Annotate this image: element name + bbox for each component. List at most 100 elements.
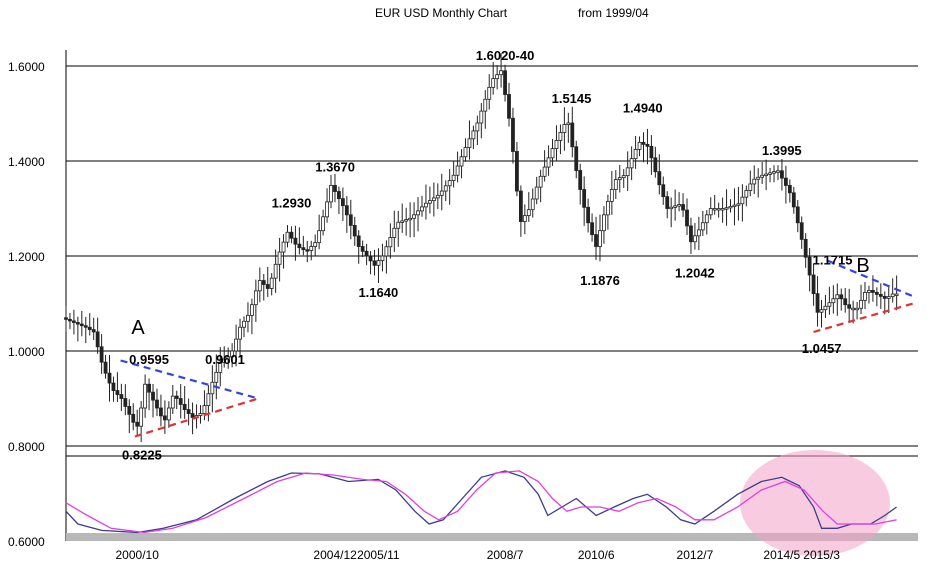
candle-body [242,320,246,328]
candle-body [99,346,104,363]
y-tick-label: 1.4000 [8,155,45,169]
candle-body [344,205,349,216]
candle-body [629,158,634,169]
candle-body [649,145,654,159]
candle-body [609,189,614,202]
candle-body [451,174,456,181]
pattern-label-a: A [131,317,145,339]
candle-body [273,263,278,279]
candle-body [526,209,531,217]
candle-body [756,176,761,180]
candle-body [772,171,776,174]
price-annotation: 1.2930 [272,195,312,210]
candle-body [843,298,848,306]
candle-body [297,243,302,249]
candle-body [835,294,840,300]
candle-body [689,225,693,243]
candle-body [408,217,413,221]
annotation-labels: 1.6020-40 1.5145 1.4940 1.3995 1.3670 1.2930 1… [122,48,870,463]
candle-body [791,192,796,208]
candle-body [700,222,705,231]
candle-body [202,405,207,414]
candle-body [815,293,820,313]
candle-body [515,151,519,192]
candle-body [736,203,741,206]
candle-body [182,404,187,410]
candle-body [218,362,223,373]
candle-body [831,298,836,304]
candle-body [546,157,551,168]
price-annotation: 1.1715 [813,252,853,267]
x-tick-label: 2012/7 [677,548,714,562]
candle-body [748,183,753,191]
candle-body [443,185,448,192]
candle-body [783,177,788,186]
candle-body [83,325,88,328]
candle-body [214,371,219,383]
x-tick-label: 2015/3 [803,548,840,562]
candle-body [507,94,511,119]
candle-body [471,130,476,140]
candle-body [681,204,685,211]
candle-body [467,138,472,148]
candle-body [637,141,642,150]
candle-body [483,98,488,112]
candle-body [151,391,155,401]
candle-body [416,210,420,216]
candle-body [594,234,598,247]
candle-body [68,318,72,322]
candle-body [720,208,725,211]
candle-body [178,398,183,405]
candle-body [886,296,891,299]
candle-body [645,143,650,147]
candle-body [333,185,337,192]
candle-body [677,204,681,207]
candle-body [447,180,452,187]
candle-body [574,146,579,171]
candle-body [103,361,108,374]
candle-body [823,305,828,311]
candle-body [499,70,503,76]
candle-body [455,165,460,176]
candle-body [380,255,385,262]
candle-body [724,207,729,210]
y-tick-label: 0.8000 [8,440,45,454]
candle-body [495,74,500,80]
candle-body [716,208,721,211]
price-annotation: 0.9595 [129,352,169,367]
candle-body [855,307,859,311]
candle-body [522,215,527,222]
candle-body [435,194,440,199]
candle-body [174,395,179,399]
candle-body [222,358,227,363]
candle-body [198,413,203,416]
candle-body [250,304,254,316]
price-annotation: 1.3670 [315,160,355,175]
x-tick-label: 2004/12 [313,548,357,562]
candle-body [708,208,713,216]
oscillator-line-blue [65,470,897,534]
candle-body [479,110,484,124]
candle-body [807,256,812,276]
candle-body [712,208,717,211]
candle-body [625,167,630,177]
candle-body [653,157,658,173]
candle-body [431,197,436,201]
candle-body [795,206,800,224]
candle-body [230,350,235,358]
candle-body [518,190,523,222]
x-tick-label: 2010/6 [578,548,615,562]
candle-body [206,393,211,407]
candle-body [621,175,626,179]
candle-body [894,293,899,296]
candle-body [867,290,871,293]
candle-body [673,205,678,208]
oscillator-panel [65,450,897,556]
candle-body [633,148,638,160]
candle-body [420,206,424,212]
candle-body [360,246,365,252]
candle-body [878,293,883,297]
candle-body [356,235,361,247]
chart-subtitle: from 1999/04 [578,6,649,20]
candle-body [285,231,290,243]
